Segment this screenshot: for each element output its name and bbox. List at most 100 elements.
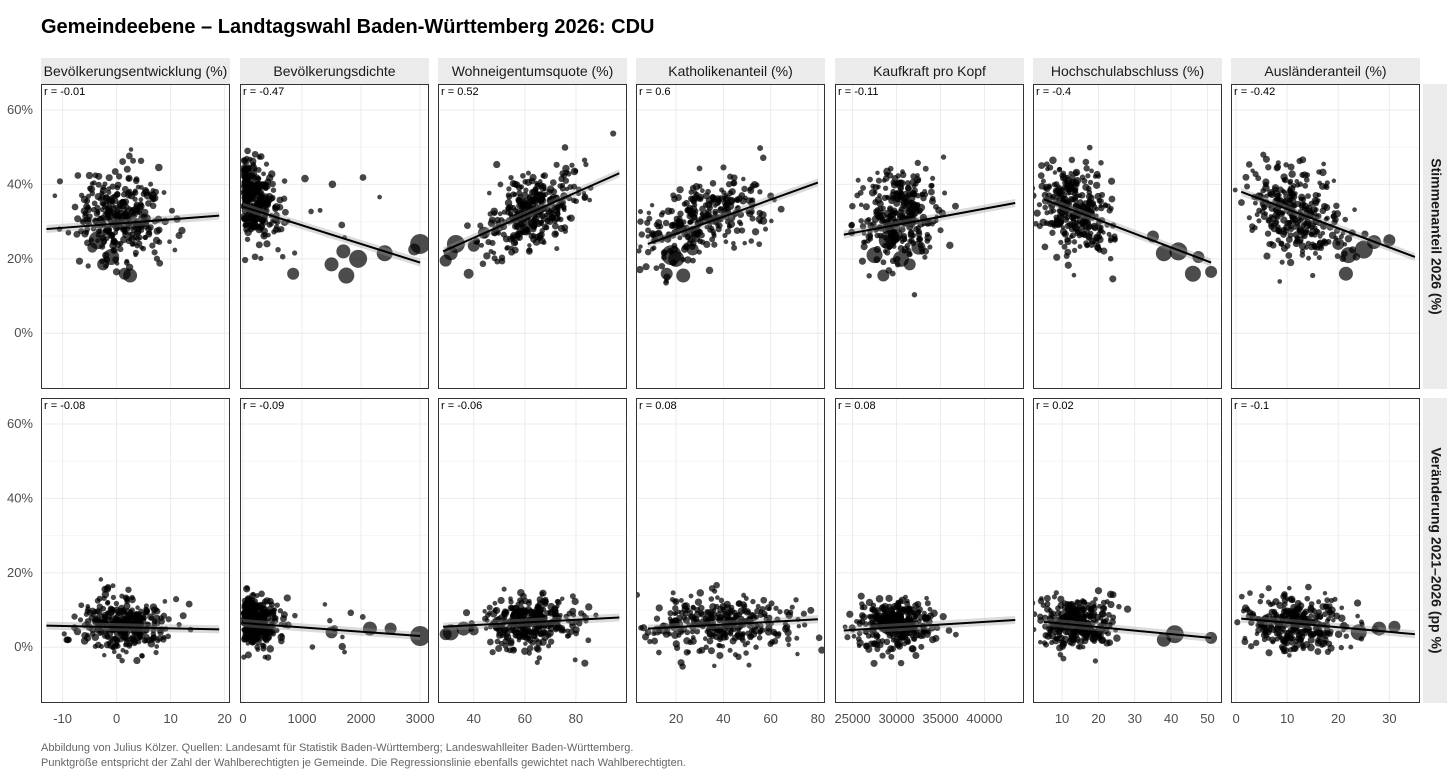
data-point (1048, 622, 1055, 629)
data-point (934, 625, 941, 631)
data-point (1305, 193, 1311, 199)
data-point (1317, 180, 1322, 186)
data-point (139, 653, 145, 659)
x-tick-label: 20 (1331, 711, 1345, 726)
data-point (752, 627, 760, 635)
data-point (1281, 190, 1287, 196)
data-point (1073, 612, 1080, 619)
data-point (715, 223, 720, 229)
data-point (895, 173, 901, 179)
data-point (1259, 201, 1266, 207)
data-point (1328, 610, 1336, 618)
data-point (911, 187, 918, 194)
data-point (120, 610, 128, 618)
data-point (651, 245, 657, 251)
y-tick-label: 0% (14, 639, 33, 654)
data-point (1224, 624, 1230, 630)
data-point (757, 219, 763, 225)
data-point (142, 234, 149, 241)
data-point (245, 219, 253, 226)
data-point (1033, 611, 1038, 618)
data-point (1072, 224, 1080, 233)
data-point (95, 608, 103, 616)
data-point (667, 610, 674, 617)
data-point (557, 224, 565, 233)
data-point (1037, 613, 1044, 620)
data-point (907, 232, 915, 239)
correlation-label: r = -0.4 (1036, 86, 1071, 98)
data-point (1093, 628, 1099, 634)
data-point-large (1155, 245, 1172, 262)
regression-line (843, 202, 1016, 236)
points-layer (439, 586, 620, 667)
data-point (713, 634, 720, 641)
data-point (1320, 202, 1328, 210)
data-point (259, 218, 266, 224)
data-point (566, 215, 572, 221)
data-point (628, 197, 635, 204)
data-point (122, 206, 128, 212)
data-point (1327, 631, 1333, 637)
data-point (106, 190, 112, 196)
data-point (1361, 230, 1369, 238)
data-point (506, 186, 512, 192)
data-point (534, 180, 539, 186)
data-point (517, 588, 525, 597)
facet-strip (240, 58, 429, 84)
data-point (122, 231, 129, 239)
data-point (623, 643, 629, 649)
data-point (255, 180, 263, 188)
data-point (755, 603, 761, 609)
data-point (251, 604, 257, 610)
data-point (123, 259, 130, 266)
data-point (1302, 182, 1309, 189)
data-point (241, 190, 247, 195)
data-point (1304, 172, 1311, 178)
data-point (893, 200, 901, 207)
data-point (254, 614, 262, 622)
data-point (699, 188, 705, 194)
data-point (1256, 218, 1262, 224)
data-point (531, 633, 538, 640)
data-point (548, 638, 555, 645)
data-point (884, 249, 891, 256)
data-point (1258, 622, 1265, 629)
data-point (709, 615, 716, 622)
data-point (723, 239, 729, 245)
data-point (1247, 590, 1253, 596)
data-point (1052, 636, 1060, 645)
data-point (684, 256, 692, 264)
data-point (896, 214, 903, 220)
data-point (1092, 233, 1101, 242)
data-point (712, 588, 718, 594)
data-point (477, 222, 484, 229)
data-point (727, 173, 734, 180)
data-point (1272, 186, 1279, 193)
data-point (78, 602, 85, 609)
data-point (720, 164, 727, 171)
data-point (309, 644, 316, 650)
data-point (922, 615, 930, 623)
data-point (694, 610, 702, 618)
data-point (283, 594, 291, 602)
facet-panel: r = -0.01 (41, 84, 230, 389)
points-layer (439, 130, 620, 279)
data-point (749, 215, 756, 222)
x-tick-label: 30 (1128, 711, 1142, 726)
data-point (498, 257, 506, 265)
data-point (100, 184, 107, 191)
facet-panel: r = -0.11 (835, 84, 1024, 389)
data-point (915, 177, 921, 184)
data-point (581, 190, 587, 196)
data-point (563, 613, 569, 620)
data-point (895, 600, 900, 605)
data-point (912, 628, 918, 635)
data-point (1059, 639, 1064, 645)
data-point-large (468, 625, 479, 636)
data-point (525, 170, 531, 176)
data-point (133, 630, 141, 637)
y-tick-label: 40% (7, 176, 33, 191)
regression-line (1043, 198, 1212, 264)
data-point (561, 144, 569, 151)
data-point (745, 609, 751, 615)
